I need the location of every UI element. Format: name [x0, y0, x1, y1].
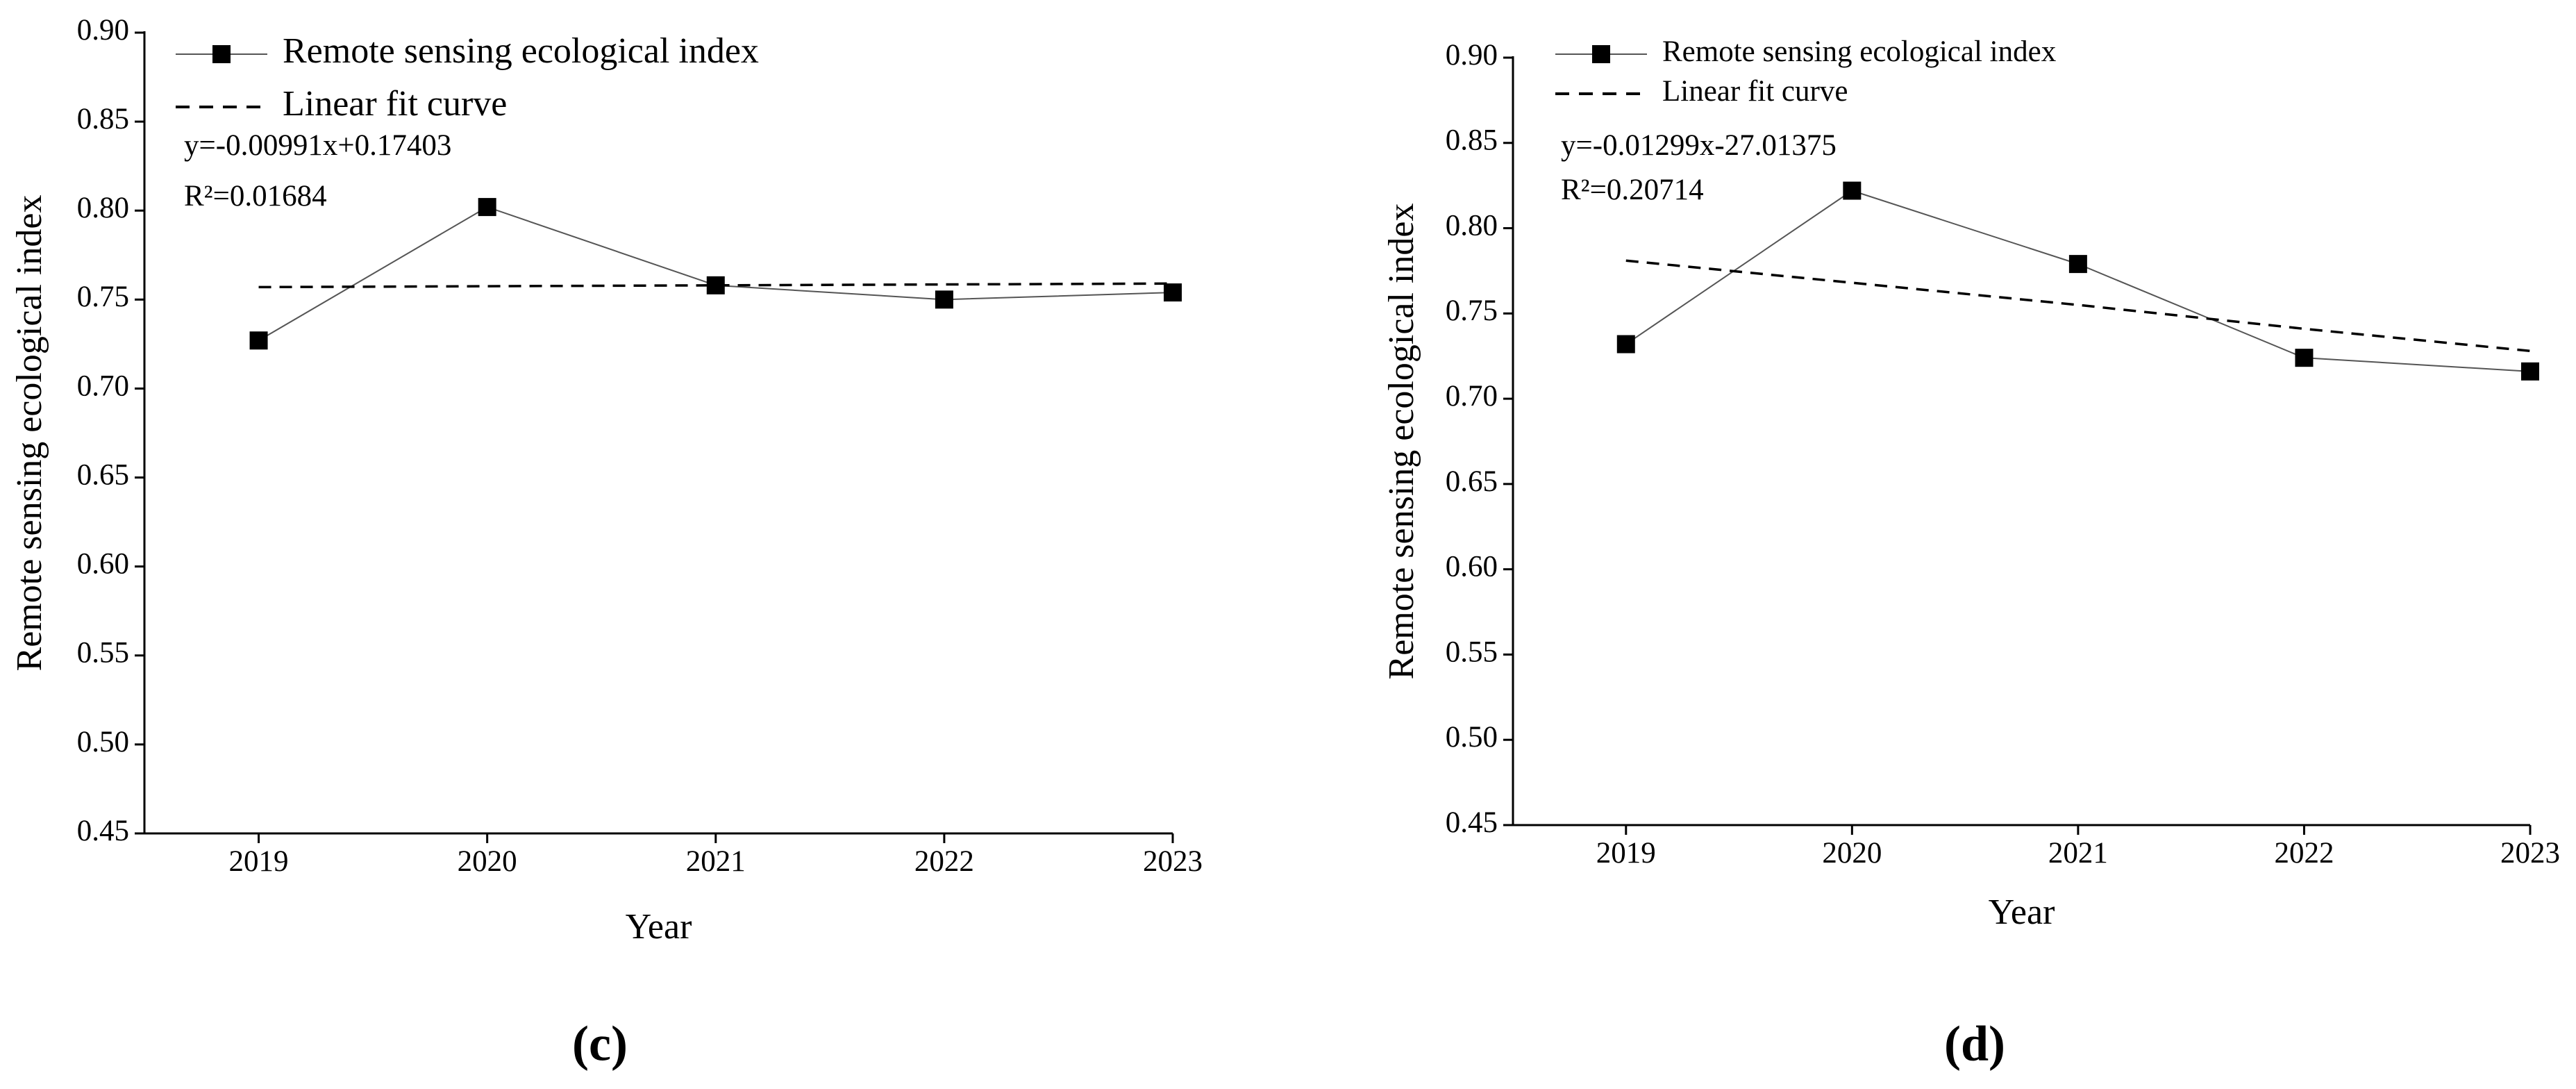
- annotation: R²=0.01684: [184, 180, 327, 213]
- x-tick-label: 2023: [2500, 837, 2560, 870]
- y-tick-label: 0.55: [1446, 635, 1498, 668]
- chart: 0.45 0.50 0.55 0.60 0.65 0.70 0.75 0.80 0.85 0.90…: [10, 14, 1203, 1072]
- x-axis-title: Year: [626, 907, 692, 947]
- y-tick-label: 0.70: [77, 369, 129, 402]
- y-tick-label: 0.90: [77, 14, 129, 47]
- fit-line: [258, 282, 1173, 289]
- y-tick-label: 0.50: [77, 726, 129, 758]
- x-tick-label: 2023: [1143, 845, 1203, 878]
- annotation: R²=0.20714: [1561, 174, 1704, 206]
- panel-label: (d): [1944, 1016, 2005, 1072]
- panel-label: (c): [572, 1016, 628, 1072]
- marker: [2521, 362, 2539, 381]
- data-line: [258, 206, 1173, 342]
- legend-label: Linear fit curve: [283, 84, 507, 124]
- x-tick-label: 2022: [2274, 837, 2334, 870]
- y-tick-label: 0.55: [77, 637, 129, 670]
- y-tick-label: 0.85: [77, 103, 129, 135]
- chart: 0.45 0.50 0.55 0.60 0.65 0.70 0.75 0.80 0.85 0.90…: [1382, 35, 2560, 1072]
- y-tick-label: 0.75: [77, 281, 129, 313]
- y-tick-label: 0.65: [77, 458, 129, 491]
- fit-line: [1625, 259, 2531, 353]
- x-tick-label: 2020: [1822, 837, 1882, 870]
- marker: [478, 198, 496, 217]
- marker: [1843, 181, 1862, 200]
- y-tick-label: 0.70: [1446, 380, 1498, 413]
- x-axis-title: Year: [1989, 892, 2055, 932]
- y-tick-label: 0.60: [77, 548, 129, 581]
- marker: [2068, 255, 2087, 274]
- x-tick-label: 2019: [1596, 837, 1656, 870]
- marker: [1616, 335, 1635, 354]
- y-axis-title: Remote sensing ecological index: [10, 195, 49, 672]
- marker: [935, 290, 953, 309]
- y-tick-label: 0.80: [1446, 209, 1498, 242]
- y-axis-title: Remote sensing ecological index: [1382, 203, 1421, 680]
- y-tick-label: 0.90: [1446, 39, 1498, 72]
- annotation: y=-0.01299x-27.01375: [1561, 129, 1837, 162]
- x-tick-label: 2020: [458, 845, 517, 878]
- y-tick-label: 0.85: [1446, 124, 1498, 157]
- y-tick-label: 0.80: [77, 192, 129, 224]
- y-tick-label: 0.75: [1446, 294, 1498, 327]
- marker: [1164, 283, 1182, 302]
- annotation: y=-0.00991x+0.17403: [184, 129, 451, 162]
- y-tick-label: 0.50: [1446, 721, 1498, 754]
- marker: [249, 331, 268, 350]
- legend-marker: [1592, 45, 1610, 63]
- legend-label: Linear fit curve: [1662, 75, 1848, 108]
- legend-label: Remote sensing ecological index: [283, 31, 759, 71]
- x-tick-label: 2021: [2048, 837, 2108, 870]
- x-tick-label: 2022: [914, 845, 974, 878]
- data-line: [1625, 190, 2531, 372]
- legend-marker: [212, 45, 231, 63]
- y-tick-label: 0.60: [1446, 551, 1498, 583]
- legend-label: Remote sensing ecological index: [1662, 35, 2056, 68]
- y-tick-label: 0.65: [1446, 465, 1498, 498]
- y-tick-label: 0.45: [1446, 806, 1498, 839]
- x-tick-label: 2021: [686, 845, 746, 878]
- y-tick-label: 0.45: [77, 815, 129, 847]
- x-tick-label: 2019: [229, 845, 289, 878]
- marker: [2295, 349, 2314, 367]
